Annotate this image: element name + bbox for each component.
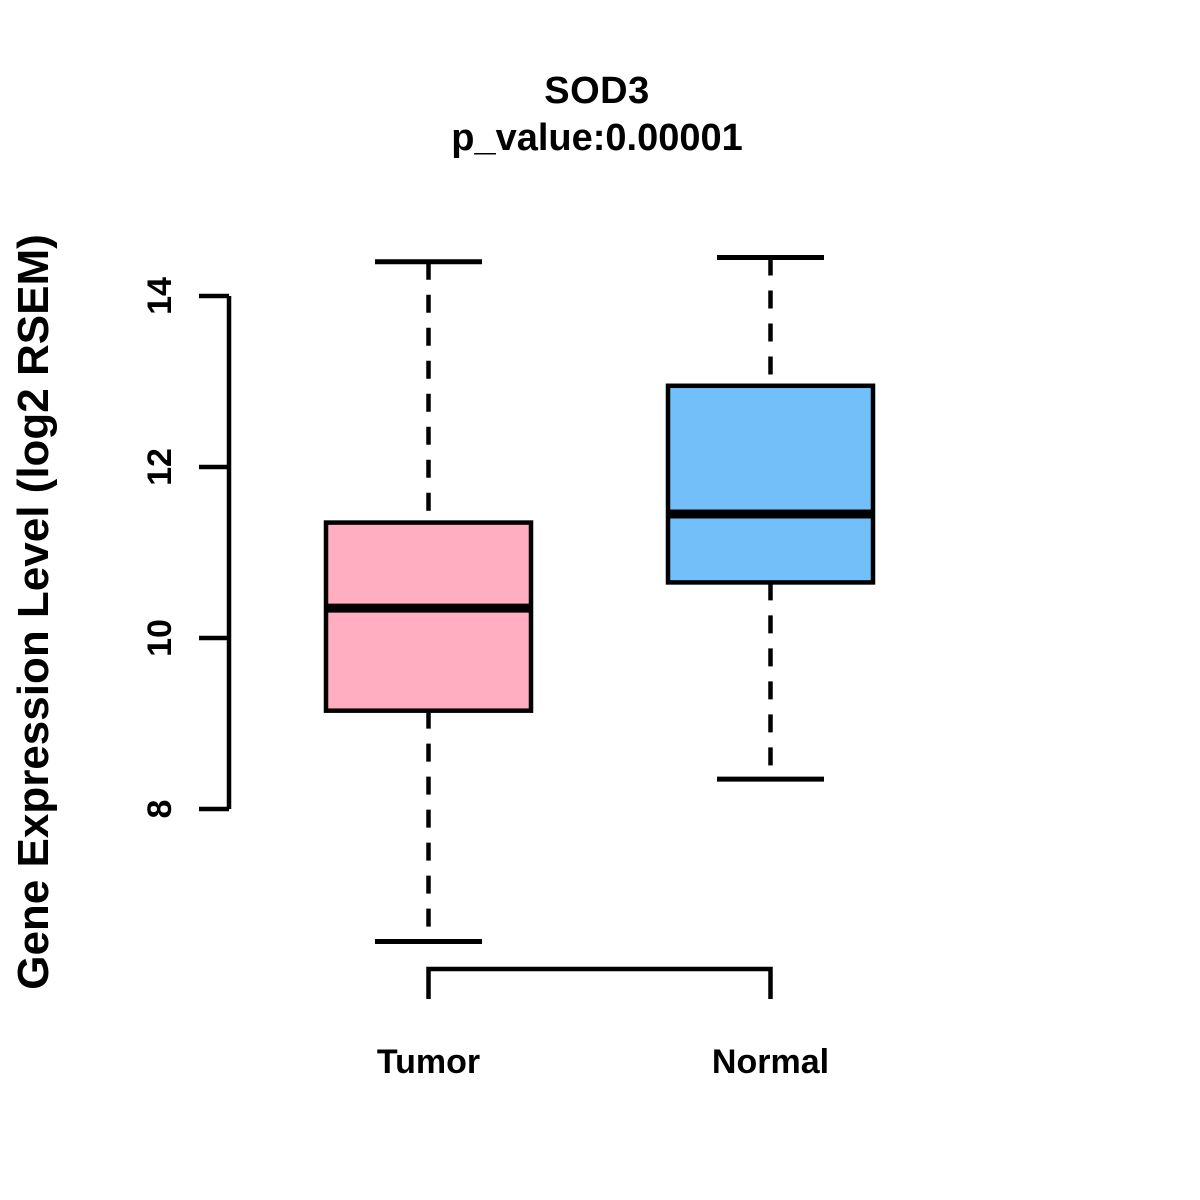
y-tick-label: 14: [141, 277, 179, 315]
x-axis-line: [426, 966, 773, 999]
y-tick-label: 12: [141, 448, 179, 486]
x-tick-label-normal: Normal: [712, 1043, 829, 1081]
y-tick-label: 8: [141, 800, 179, 819]
x-tick-label-tumor: Tumor: [377, 1043, 480, 1081]
iqr-box-tumor: [323, 520, 534, 713]
y-tick-label: 10: [141, 619, 179, 657]
chart-title: SOD3: [544, 70, 650, 112]
iqr-box-normal: [665, 383, 876, 585]
chart-subtitle-pvalue: p_value:0.00001: [451, 117, 743, 159]
